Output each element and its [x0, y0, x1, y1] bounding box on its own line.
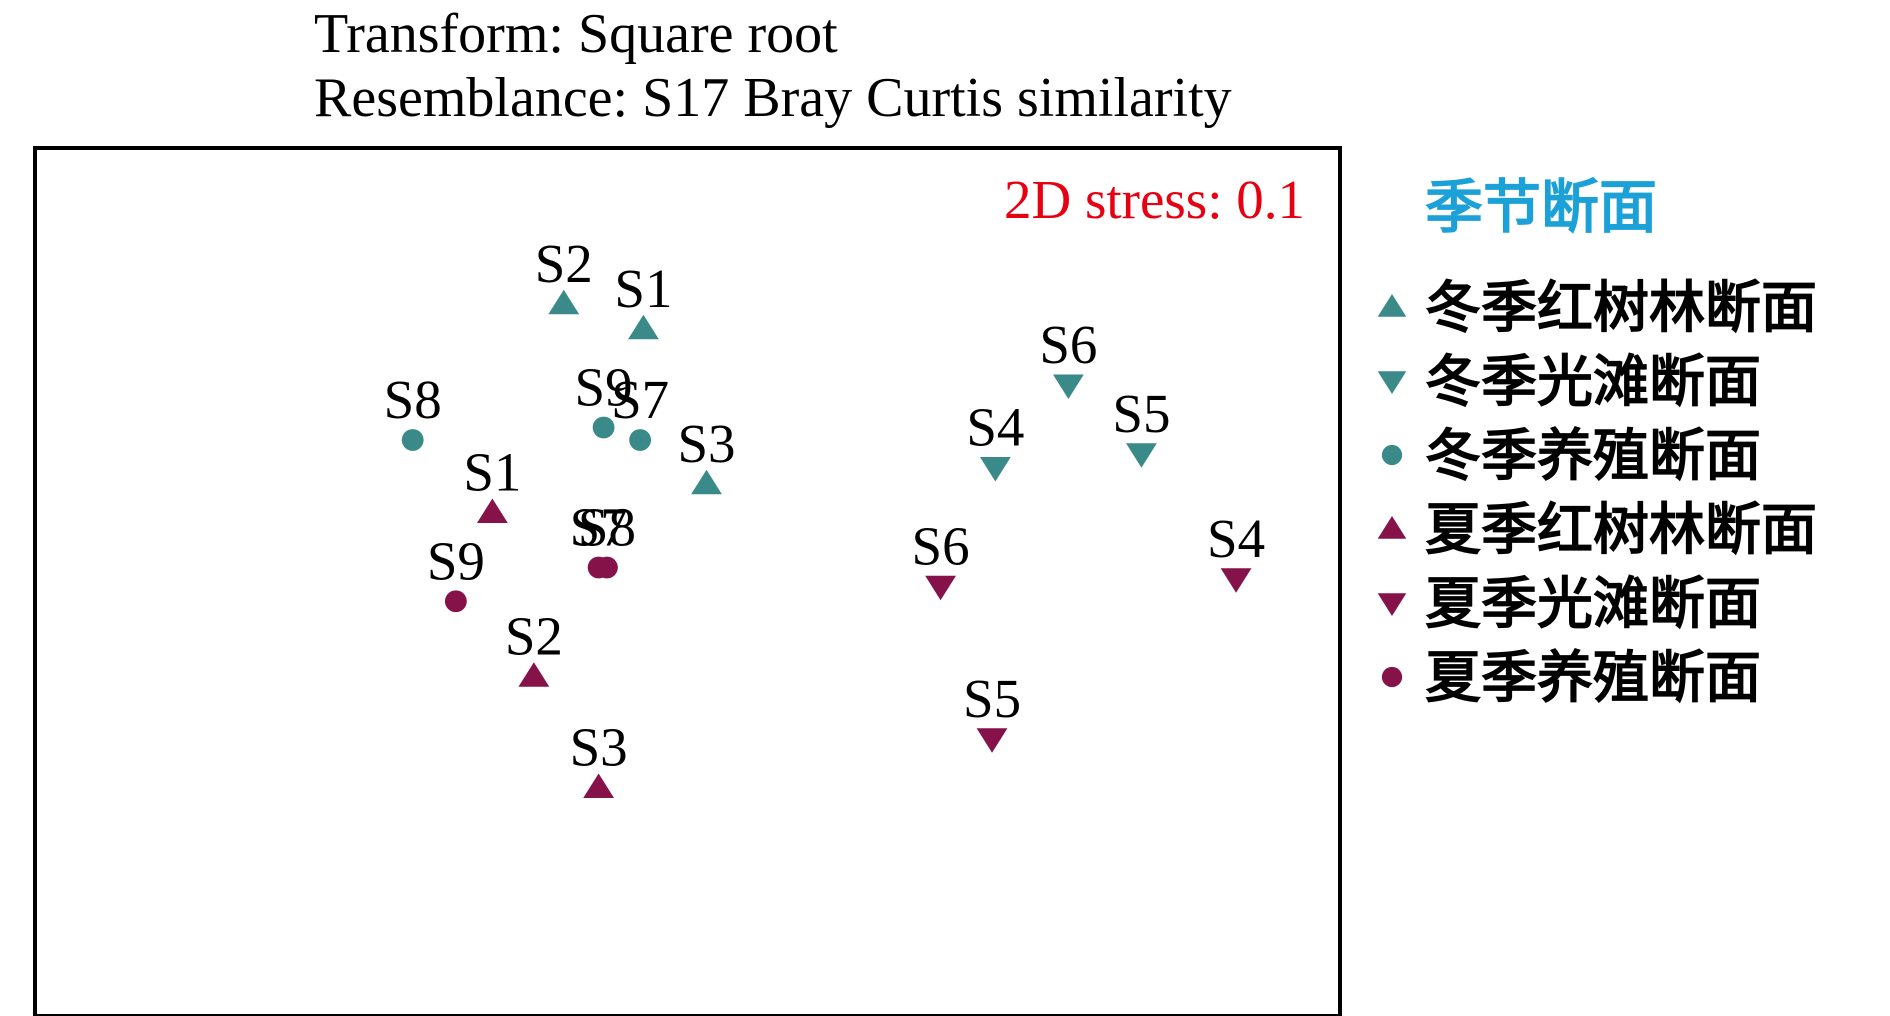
point-label: S5	[1112, 383, 1170, 444]
legend-entry-label: 夏季红树林断面	[1425, 498, 1817, 563]
chart-subtitle-resemblance: Resemblance: S17 Bray Curtis similarity	[314, 67, 1232, 129]
point-label: S6	[1039, 314, 1097, 375]
legend-marker-triangle-down	[1377, 371, 1407, 394]
data-point-circle	[444, 590, 467, 613]
point-label: S6	[912, 515, 970, 576]
point-label: S4	[966, 397, 1024, 458]
data-point-circle	[596, 556, 618, 579]
legend-entry-label: 冬季红树林断面	[1425, 276, 1817, 341]
data-point-triangle-up	[628, 314, 659, 340]
legend-marker-triangle-up	[1377, 516, 1407, 539]
data-point-triangle-down	[979, 457, 1011, 482]
point-label: S7	[570, 497, 628, 558]
data-point-circle	[592, 416, 615, 439]
legend-marker-triangle-down	[1377, 593, 1407, 616]
legend-entry-label: 夏季养殖断面	[1425, 646, 1761, 711]
data-point-triangle-up	[518, 662, 550, 687]
data-point-triangle-down	[976, 728, 1008, 753]
data-point-circle	[629, 429, 652, 451]
stress-annotation: 2D stress: 0.1	[1004, 169, 1305, 230]
point-label: S2	[505, 605, 563, 666]
point-label: S9	[575, 357, 633, 418]
legend-marker-circle	[1381, 444, 1403, 466]
data-point-triangle-down	[1220, 568, 1252, 593]
legend-title: 季节断面	[1425, 173, 1657, 241]
point-label: S1	[463, 442, 521, 503]
data-point-triangle-down	[1053, 374, 1084, 399]
data-point-triangle-down	[925, 575, 956, 601]
data-point-triangle-down	[1126, 443, 1157, 468]
point-label: S4	[1207, 508, 1265, 569]
legend-marker-triangle-up	[1377, 294, 1407, 317]
point-label: S2	[535, 233, 593, 294]
legend-entry-label: 冬季养殖断面	[1425, 424, 1761, 489]
data-point-circle	[401, 429, 424, 451]
data-point-triangle-up	[583, 773, 615, 798]
legend-entry-label: 夏季光滩断面	[1425, 572, 1761, 637]
legend-entry-label: 冬季光滩断面	[1425, 350, 1761, 415]
point-label: S3	[677, 413, 735, 474]
point-label: S5	[963, 668, 1021, 729]
data-point-triangle-up	[476, 498, 508, 523]
point-label: S8	[384, 369, 442, 430]
point-label: S1	[614, 258, 672, 319]
chart-subtitle-transform: Transform: Square root	[314, 3, 838, 65]
plot-frame	[33, 146, 1342, 1016]
point-label: S3	[570, 717, 628, 778]
point-label: S8	[578, 497, 636, 558]
data-point-triangle-up	[548, 289, 580, 315]
point-label: S9	[427, 530, 485, 591]
data-point-triangle-up	[691, 469, 722, 495]
point-label: S7	[611, 369, 669, 430]
legend-marker-circle	[1381, 666, 1403, 688]
